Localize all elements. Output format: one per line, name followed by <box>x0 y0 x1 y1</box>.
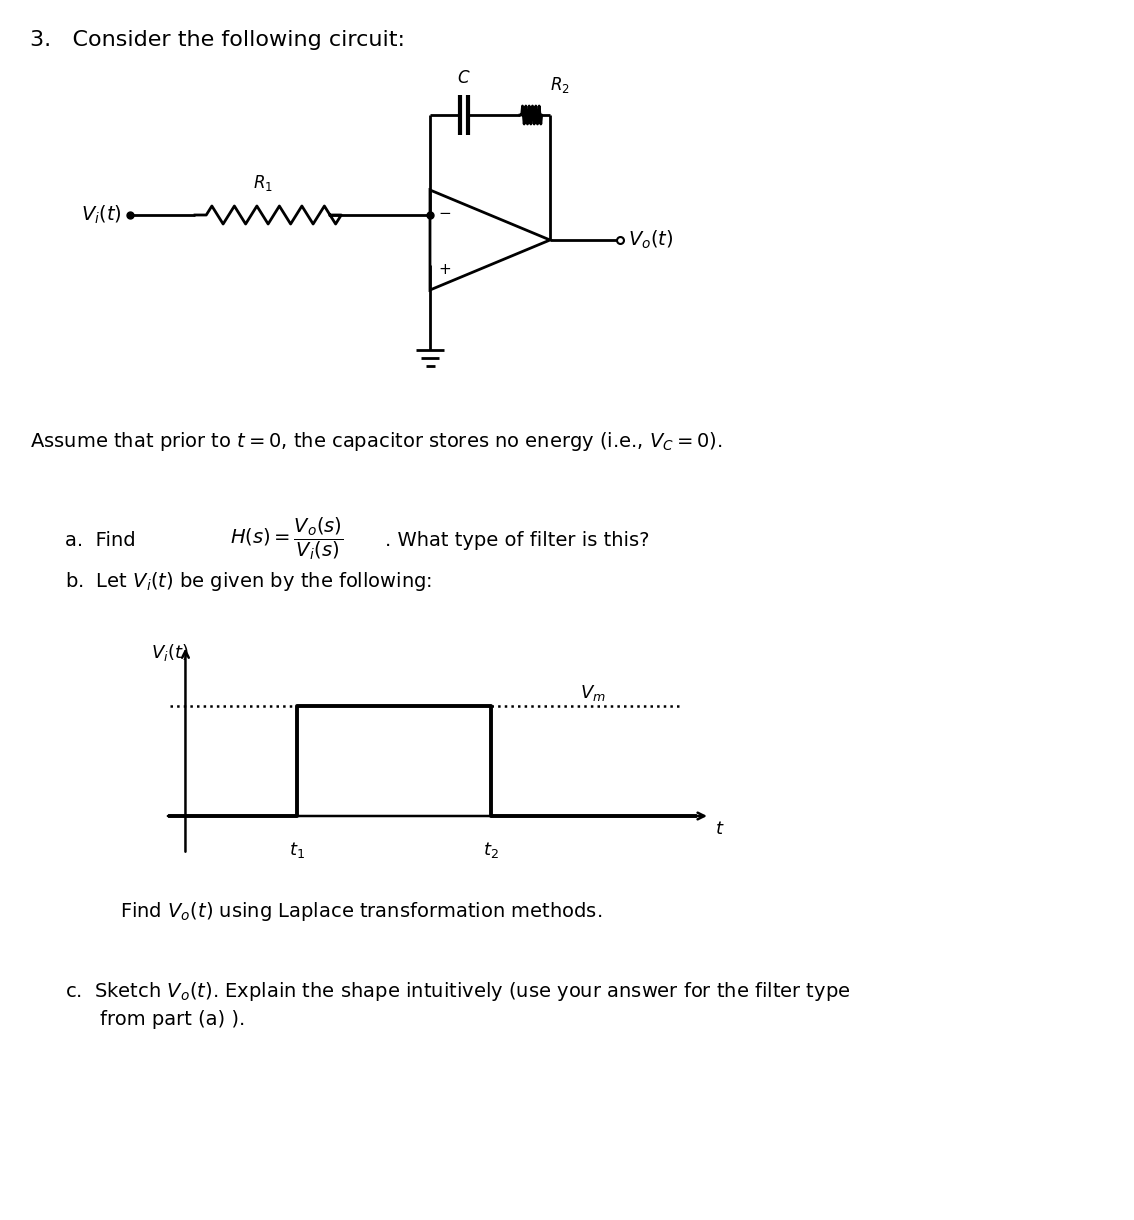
Text: $C$: $C$ <box>457 70 471 87</box>
Text: $V_m$: $V_m$ <box>579 683 606 703</box>
Text: c.  Sketch $V_o(t)$. Explain the shape intuitively (use your answer for the filt: c. Sketch $V_o(t)$. Explain the shape in… <box>65 980 850 1003</box>
Text: $t_1$: $t_1$ <box>289 841 305 860</box>
Text: from part (a) ).: from part (a) ). <box>100 1010 245 1028</box>
Text: $+$: $+$ <box>438 261 451 277</box>
Text: 3.   Consider the following circuit:: 3. Consider the following circuit: <box>29 30 405 50</box>
Text: $R_2$: $R_2$ <box>550 74 569 95</box>
Text: . What type of filter is this?: . What type of filter is this? <box>386 531 650 549</box>
Text: b.  Let $V_i(t)$ be given by the following:: b. Let $V_i(t)$ be given by the followin… <box>65 570 432 593</box>
Text: $V_o(t)$: $V_o(t)$ <box>628 229 674 251</box>
Text: Assume that prior to $t = 0$, the capacitor stores no energy (i.e., $V_C = 0$).: Assume that prior to $t = 0$, the capaci… <box>29 429 722 453</box>
Text: $-$: $-$ <box>438 204 451 218</box>
Text: $t$: $t$ <box>716 820 725 838</box>
Text: $R_1$: $R_1$ <box>253 173 272 193</box>
Text: $H(s) = \dfrac{V_o(s)}{V_i(s)}$: $H(s) = \dfrac{V_o(s)}{V_i(s)}$ <box>230 515 344 561</box>
Text: a.  Find: a. Find <box>65 531 136 549</box>
Text: $V_i(t)$: $V_i(t)$ <box>82 204 122 226</box>
Text: Find $V_o(t)$ using Laplace transformation methods.: Find $V_o(t)$ using Laplace transformati… <box>120 900 602 924</box>
Text: $t_2$: $t_2$ <box>483 841 499 860</box>
Text: $V_i(t)$: $V_i(t)$ <box>151 642 189 664</box>
